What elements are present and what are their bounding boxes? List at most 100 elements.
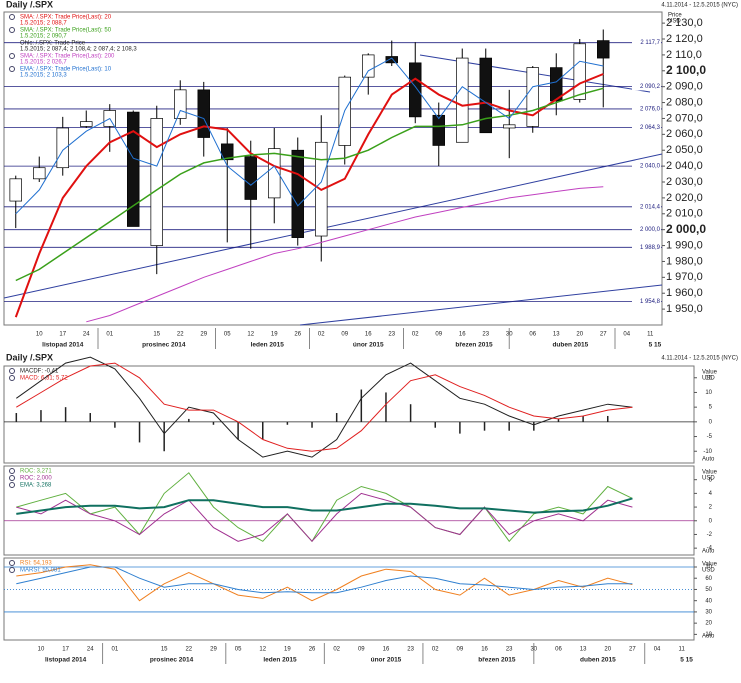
x-tick-label: 10 [36,332,43,338]
series-line [86,186,604,323]
y-tick-label: -5 [707,434,713,440]
legend-icon [9,53,15,59]
y-tick-label: 2 050,0 [666,144,703,156]
month-label: 5 15 [680,657,693,664]
y-tick-label: 2 130,0 [666,17,703,29]
level-label: 1 988,9 [640,245,661,251]
trend-line [299,284,663,326]
y-tick-label: 1 990,0 [666,239,703,251]
axis-label: Price [668,13,682,19]
legend-icon [9,368,15,374]
candle-body [33,167,46,180]
x-tick-label: 13 [580,647,587,653]
series-line [16,566,633,594]
y-tick-label: 2 040,0 [666,160,703,172]
x-tick-label: 16 [459,332,466,338]
legend-entry: EMA: /.SPX: Trade Price(Last): 10 [20,67,112,73]
month-label: listopad 2014 [42,342,84,349]
y-tick-label: -4 [707,546,713,552]
axis-unit: USD [668,19,681,25]
y-tick-label: 5 [709,405,713,411]
x-tick-label: 24 [87,647,94,653]
candle-body [409,62,422,118]
x-tick-label: 23 [388,332,395,338]
y-tick-label: 2 000,0 [666,222,706,236]
y-tick-label: 2 070,0 [666,112,703,124]
legend-value: 1.5.2015; 2 087,4; 2 108,4; 2 087,4; 2 1… [20,47,137,53]
month-label: únor 2015 [371,657,402,664]
date-range: 4.11.2014 - 12.5.2015 (NYC) [661,356,738,362]
x-tick-label: 15 [153,332,160,338]
legend-entry: SMA: /.SPX: Trade Price(Last): 200 [20,54,115,60]
x-tick-label: 09 [457,647,464,653]
month-label: leden 2015 [263,657,297,664]
x-tick-label: 06 [529,332,536,338]
candle-body [456,57,469,143]
x-tick-label: 02 [333,647,340,653]
x-tick-label: 11 [647,332,654,338]
x-tick-label: 16 [481,647,488,653]
candle-body [80,121,93,127]
frames [3,11,695,641]
legend-entry: EMA: 3,268 [20,483,52,489]
legend-value: 1.5.2015; 2 088,7 [20,21,67,27]
legend-entry: MARSI: 55,081 [20,568,61,574]
candle-body [174,89,187,119]
x-tick-label: 26 [309,647,316,653]
month-label: březen 2015 [478,657,516,664]
y-tick-label: 2 090,0 [666,81,703,93]
x-tick-label: 27 [629,647,636,653]
level-label-bg [632,82,661,91]
panel-title: Daily /.SPX [6,0,53,9]
macd-frame [3,365,695,464]
y-tick-label: 6 [709,477,713,483]
legend-icon [9,475,15,481]
month-label: únor 2015 [353,342,384,349]
x-tick-label: 04 [654,647,661,653]
candle-body [56,127,69,169]
legend-icon [9,14,15,20]
x-tick-label: 24 [83,332,90,338]
candle-body [550,67,563,102]
x-tick-label: 11 [679,647,686,653]
axis-unit: USD [702,476,715,482]
legend-entry: SMA: /.SPX: Trade Price(Last): 50 [20,28,112,34]
scale-mode: Auto [702,549,715,555]
y-tick-label: 2 010,0 [666,208,703,220]
y-tick-label: 2 100,0 [666,63,706,77]
trend-line [3,153,663,299]
x-tick-label: 17 [59,332,66,338]
scale-mode: Auto [702,634,715,640]
y-tick-label: 2 080,0 [666,96,703,108]
level-label-bg [632,104,661,113]
y-tick-label: 2 020,0 [666,192,703,204]
level-label: 1 954,8 [640,299,661,305]
month-label: prosinec 2014 [142,342,186,349]
level-label: 2 117,7 [640,40,660,46]
axis-unit: USD [702,376,715,382]
x-tick-label: 04 [623,332,630,338]
scale-mode: Auto [702,457,715,463]
series-line [16,492,633,543]
legend-entry: Ohlc: /.SPX: Trade Price [20,41,86,47]
legend-entry: SMA: /.SPX: Trade Price(Last): 20 [20,15,112,21]
axis-label: Value [702,370,718,376]
month-label: 5 15 [649,342,662,349]
legend-value: 1.5.2015; 2 103,3 [20,73,67,79]
y-tick-label: 20 [705,621,712,627]
level-label-bg [632,162,661,171]
level-label-bg [632,202,661,211]
legend-entry: MACDF: -0,41 [20,369,59,375]
candle-body [385,56,398,64]
candle-body [362,54,375,78]
x-tick-label: 06 [555,647,562,653]
y-tick-label: 70 [705,565,712,571]
candle-body [268,148,281,199]
x-tick-label: 02 [412,332,419,338]
x-tick-label: 23 [482,332,489,338]
date-range: 4.11.2014 - 12.5.2015 (NYC) [661,3,738,9]
x-tick-label: 27 [600,332,607,338]
candle-body [597,40,610,59]
y-tick-label: 1 950,0 [666,303,703,315]
